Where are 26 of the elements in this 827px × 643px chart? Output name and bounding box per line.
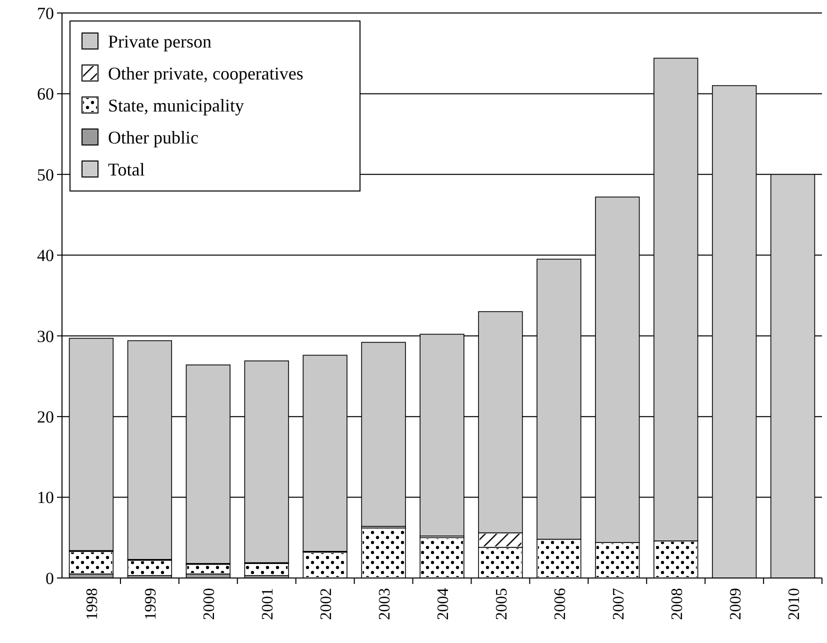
x-tick-label: 2001	[260, 588, 277, 620]
x-tick-label: 2007	[610, 588, 628, 620]
y-tick-label: 60	[37, 84, 54, 104]
x-tick-label: 2008	[668, 588, 686, 620]
x-tick-label: 2004	[435, 588, 452, 620]
x-tick-label: 2002	[318, 588, 336, 620]
x-tick-label: 2003	[376, 588, 394, 620]
x-tick-label: 1999	[142, 588, 160, 620]
y-tick-label: 30	[37, 326, 54, 346]
legend-label: Total	[108, 159, 145, 180]
y-tick-label: 40	[37, 246, 54, 266]
y-tick-label: 0	[46, 568, 54, 588]
y-tick-label: 50	[37, 165, 54, 184]
y-tick-label: 10	[37, 488, 54, 508]
x-tick-label: 2010	[786, 588, 803, 620]
y-tick-label: 70	[37, 4, 54, 23]
x-tick-label: 2006	[552, 588, 569, 620]
x-tick-label: 1998	[84, 588, 102, 620]
x-tick-label: 2000	[201, 588, 218, 620]
legend-label: Other private, cooperatives	[108, 63, 304, 84]
legend-label: Other public	[108, 127, 198, 148]
legend-label: State, municipality	[108, 95, 244, 116]
legend-label: Private person	[108, 31, 212, 52]
y-tick-label: 20	[37, 408, 54, 427]
x-tick-label: 2005	[493, 588, 510, 620]
x-tick-label: 2009	[727, 588, 744, 620]
